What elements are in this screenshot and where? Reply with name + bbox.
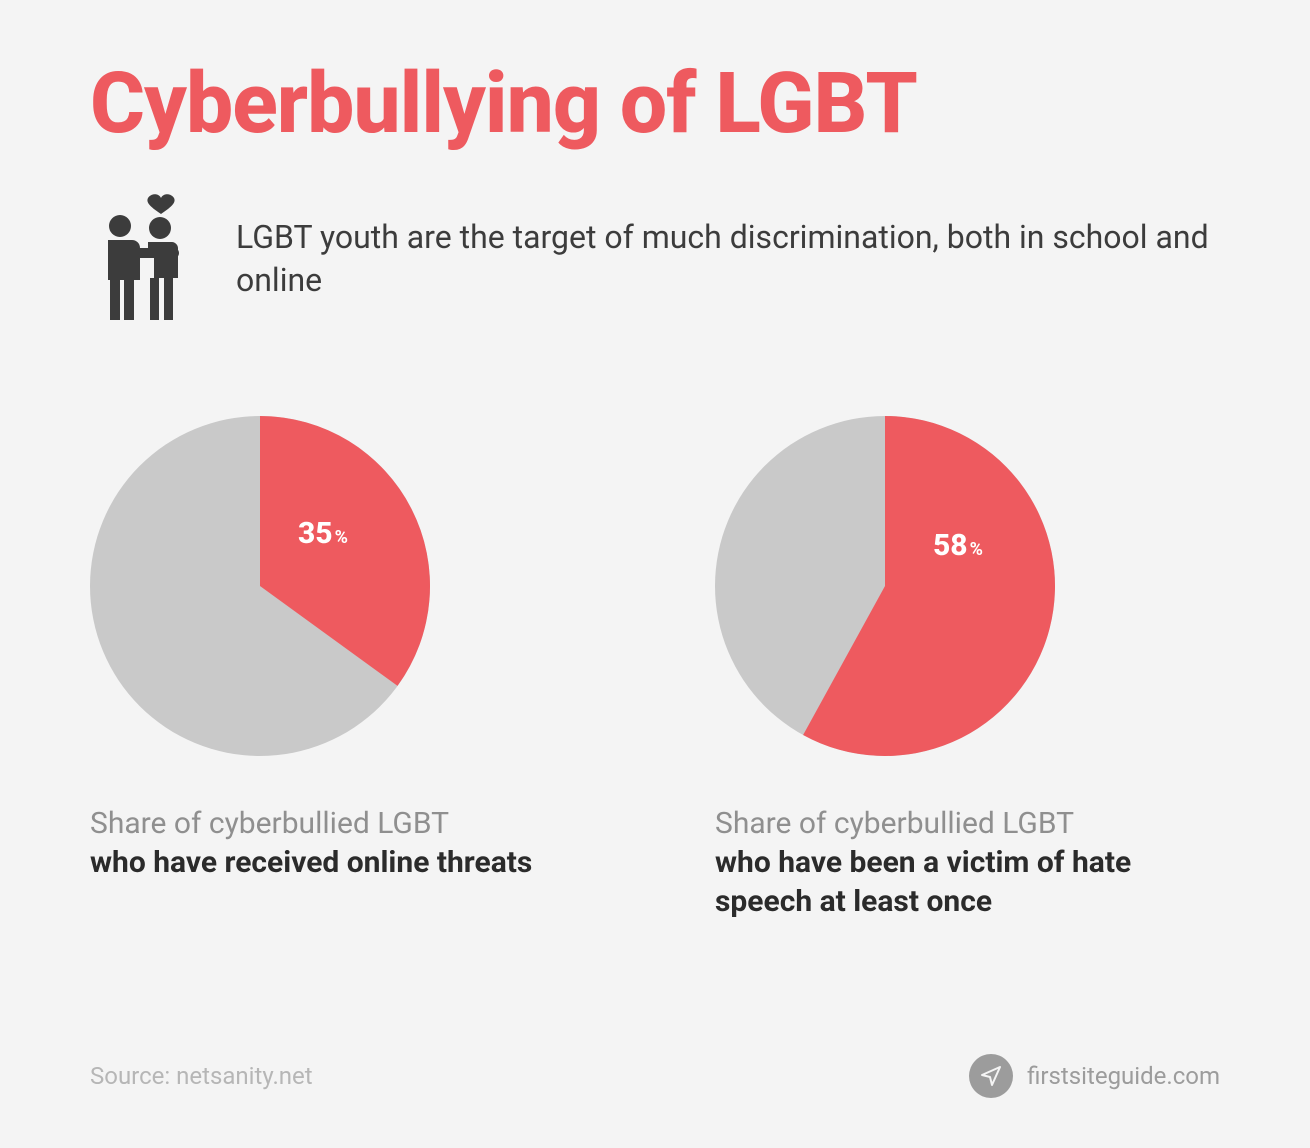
pie-value-symbol: % bbox=[970, 539, 983, 560]
pie-svg bbox=[90, 416, 430, 756]
infographic-card: Cyberbullying of LGBT bbox=[0, 0, 1310, 1148]
intro-row: LGBT youth are the target of much discri… bbox=[90, 192, 1220, 326]
caption-bold: who have been a victim of hate speech at… bbox=[715, 843, 1220, 921]
chart-caption: Share of cyberbullied LGBT who have rece… bbox=[90, 804, 595, 882]
caption-lead: Share of cyberbullied LGBT bbox=[715, 804, 1220, 843]
pie-hate-speech: 58 % bbox=[715, 416, 1055, 760]
chart-hate-speech: 58 % Share of cyberbullied LGBT who have… bbox=[715, 416, 1220, 921]
footer-brand: firstsiteguide.com bbox=[969, 1054, 1220, 1098]
source-text: Source: netsanity.net bbox=[90, 1062, 313, 1090]
pie-value-label: 58 % bbox=[933, 528, 983, 563]
chart-caption: Share of cyberbullied LGBT who have been… bbox=[715, 804, 1220, 921]
pie-value-number: 58 bbox=[933, 528, 968, 563]
caption-lead: Share of cyberbullied LGBT bbox=[90, 804, 595, 843]
intro-text: LGBT youth are the target of much discri… bbox=[236, 216, 1220, 302]
brand-text: firstsiteguide.com bbox=[1027, 1062, 1220, 1090]
pie-threats: 35 % bbox=[90, 416, 430, 760]
pie-value-number: 35 bbox=[298, 516, 333, 551]
pie-value-symbol: % bbox=[335, 527, 348, 548]
chart-threats: 35 % Share of cyberbullied LGBT who have… bbox=[90, 416, 595, 921]
pie-svg bbox=[715, 416, 1055, 756]
couple-heart-icon bbox=[90, 192, 200, 326]
paper-plane-icon bbox=[969, 1054, 1013, 1098]
page-title: Cyberbullying of LGBT bbox=[90, 60, 1220, 148]
caption-bold: who have received online threats bbox=[90, 843, 595, 882]
footer: Source: netsanity.net firstsiteguide.com bbox=[90, 1054, 1220, 1098]
pie-value-label: 35 % bbox=[298, 516, 348, 551]
charts-row: 35 % Share of cyberbullied LGBT who have… bbox=[90, 416, 1220, 921]
